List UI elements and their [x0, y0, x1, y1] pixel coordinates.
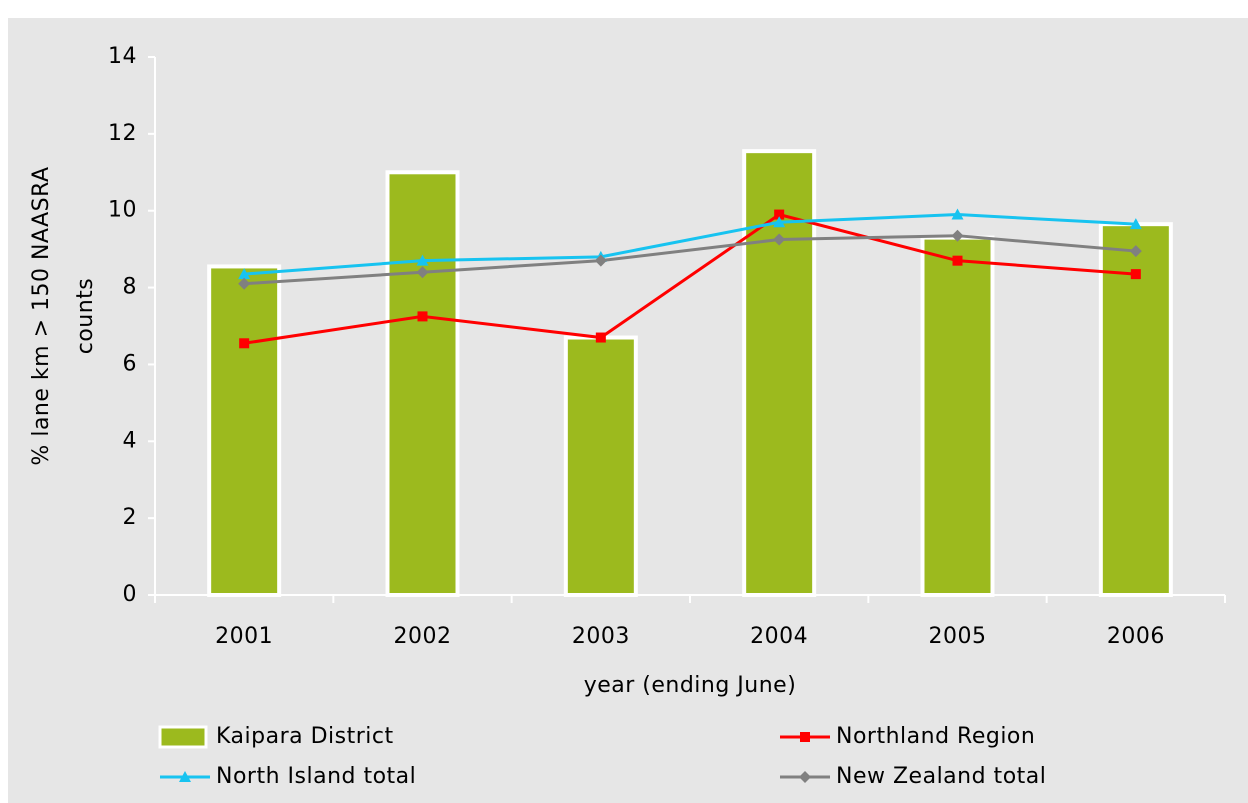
marker: [239, 338, 250, 349]
marker: [951, 208, 964, 220]
marker: [1130, 269, 1141, 280]
marker: [952, 255, 963, 266]
y-axis-title: counts: [73, 278, 98, 355]
bar: [563, 335, 638, 597]
y-tick-label: 0: [123, 582, 138, 607]
marker: [417, 311, 428, 322]
marker: [799, 771, 811, 783]
line: [243, 212, 1136, 345]
y-axis-title: % lane km > 150 NAASRA: [29, 166, 54, 465]
marker: [1129, 245, 1142, 258]
legend-label: Northland Region: [836, 724, 1035, 749]
legend-swatch: [158, 725, 208, 749]
marker: [179, 771, 191, 782]
x-tick-label: 2003: [572, 624, 630, 649]
x-tick-label: 2001: [215, 624, 273, 649]
y-tick-label: 10: [108, 198, 137, 223]
bar: [385, 170, 460, 598]
bar: [1098, 222, 1173, 598]
marker: [773, 233, 786, 246]
y-tick-label: 8: [123, 275, 138, 300]
marker: [594, 254, 607, 267]
marker: [416, 266, 429, 279]
marker: [238, 268, 251, 280]
marker: [1129, 218, 1142, 230]
bar: [920, 235, 995, 597]
y-tick-label: 12: [108, 121, 137, 146]
x-tick-label: 2006: [1107, 624, 1165, 649]
legend-label: Kaipara District: [216, 724, 394, 749]
y-tick-label: 2: [123, 505, 138, 530]
x-tick-label: 2004: [750, 624, 808, 649]
marker: [595, 332, 606, 343]
legend-label: North Island total: [216, 764, 416, 789]
marker: [951, 229, 964, 242]
marker: [774, 209, 785, 220]
marker: [238, 277, 251, 290]
x-axis-title: year (ending June): [584, 673, 797, 698]
marker: [416, 254, 429, 266]
legend-label: New Zealand total: [836, 764, 1046, 789]
x-tick-label: 2005: [929, 624, 987, 649]
y-tick-label: 6: [123, 351, 138, 376]
line: [244, 234, 1136, 286]
x-tick-label: 2002: [394, 624, 452, 649]
y-tick-label: 14: [108, 44, 137, 69]
bar: [207, 264, 282, 597]
marker: [773, 216, 786, 228]
y-tick-label: 4: [123, 428, 138, 453]
line: [244, 213, 1136, 276]
marker: [800, 732, 810, 742]
